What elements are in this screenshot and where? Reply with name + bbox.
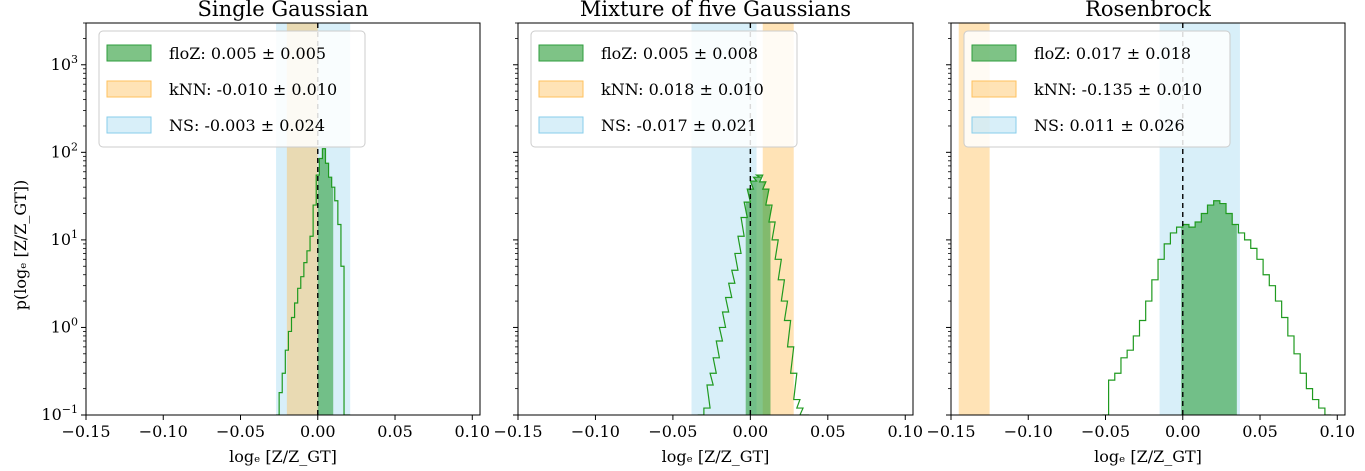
legend: floZ: 0.005 ± 0.005 kNN: -0.010 ± 0.010 NS… [98,30,366,148]
x-tick-label: 0.05 [810,422,846,441]
y-tick-label: 10−1 [41,403,78,424]
panel-title: Single Gaussian [197,0,368,21]
legend-swatch-ns [971,116,1017,134]
y-tick-label: 103 [51,53,78,74]
legend-label: floZ: 0.017 ± 0.018 [1034,44,1191,63]
legend-swatch-floz [971,44,1017,62]
band-floz [317,148,334,415]
legend-swatch-ns [106,116,152,134]
band-floz [1181,200,1237,415]
panel-3: −0.15 −0.10 −0.05 0.00 0.05 0.10 Rosenbrock log… [926,0,1355,466]
panel-title: Mixture of five Gaussians [580,0,851,21]
legend-swatch-ns [538,116,584,134]
x-tick-label: 0.00 [1165,422,1201,441]
axes-frame [517,22,914,416]
legend-box [963,30,1231,148]
x-tick-label: −0.10 [1004,422,1053,441]
legend-swatch-floz [538,44,584,62]
x-tick-label: 0.05 [377,422,413,441]
x-tick-label: −0.05 [1081,422,1130,441]
x-tick-label: 0.10 [454,422,490,441]
x-axis-label: logₑ [Z/Z_GT] [1094,447,1202,466]
x-axis-label: logₑ [Z/Z_GT] [662,447,770,466]
x-tick-label: 0.00 [733,422,769,441]
x-tick-label: 0.10 [1319,422,1355,441]
y-axis-label: p(logₑ [Z/Z_GT]) [11,180,30,311]
legend: floZ: 0.005 ± 0.008 kNN: 0.018 ± 0.010 NS:… [530,30,798,148]
panel-2: −0.15 −0.10 −0.05 0.00 0.05 0.10 Mixture of fi… [493,0,923,466]
panel-1: −0.15 −0.10 −0.05 0.00 0.05 0.10 10−1 100 101 102… [41,0,490,466]
legend-label: kNN: -0.010 ± 0.010 [169,80,337,99]
x-tick-label: 0.05 [1242,422,1278,441]
legend-label: kNN: 0.018 ± 0.010 [601,80,764,99]
axes-frame [950,22,1346,416]
y-tick-label: 101 [51,228,78,249]
x-axis-label: logₑ [Z/Z_GT] [229,447,337,466]
x-tick-label: −0.10 [139,422,188,441]
legend-label: NS: -0.017 ± 0.021 [601,116,757,135]
y-tick-label: 100 [51,315,78,336]
x-tick-label: −0.15 [61,422,110,441]
histogram-line [1102,200,1332,415]
x-tick-label: 0.00 [300,422,336,441]
legend-swatch-floz [106,44,152,62]
legend-box [98,30,366,148]
panel-title: Rosenbrock [1085,0,1211,21]
legend-label: NS: -0.003 ± 0.024 [169,116,325,135]
legend-swatch-knn [106,80,152,98]
legend-label: floZ: 0.005 ± 0.008 [601,44,758,63]
legend-label: kNN: -0.135 ± 0.010 [1034,80,1202,99]
x-tick-label: −0.10 [571,422,620,441]
axes-frame [85,22,481,416]
legend-box [530,30,798,148]
legend-swatch-knn [971,80,1017,98]
histogram-line [276,148,351,415]
x-tick-label: −0.05 [216,422,265,441]
histogram-line [697,174,810,415]
legend-label: floZ: 0.005 ± 0.005 [169,44,326,63]
x-tick-label: −0.15 [926,422,975,441]
legend-swatch-knn [538,80,584,98]
x-tick-label: 0.10 [887,422,923,441]
legend-label: NS: 0.011 ± 0.026 [1034,116,1185,135]
panels: −0.15 −0.10 −0.05 0.00 0.05 0.10 10−1 100 101 102… [41,0,1355,466]
legend: floZ: 0.017 ± 0.018 kNN: -0.135 ± 0.010 NS… [963,30,1231,148]
y-tick-label: 102 [51,140,78,161]
x-tick-label: −0.15 [493,422,542,441]
x-tick-label: −0.05 [648,422,697,441]
